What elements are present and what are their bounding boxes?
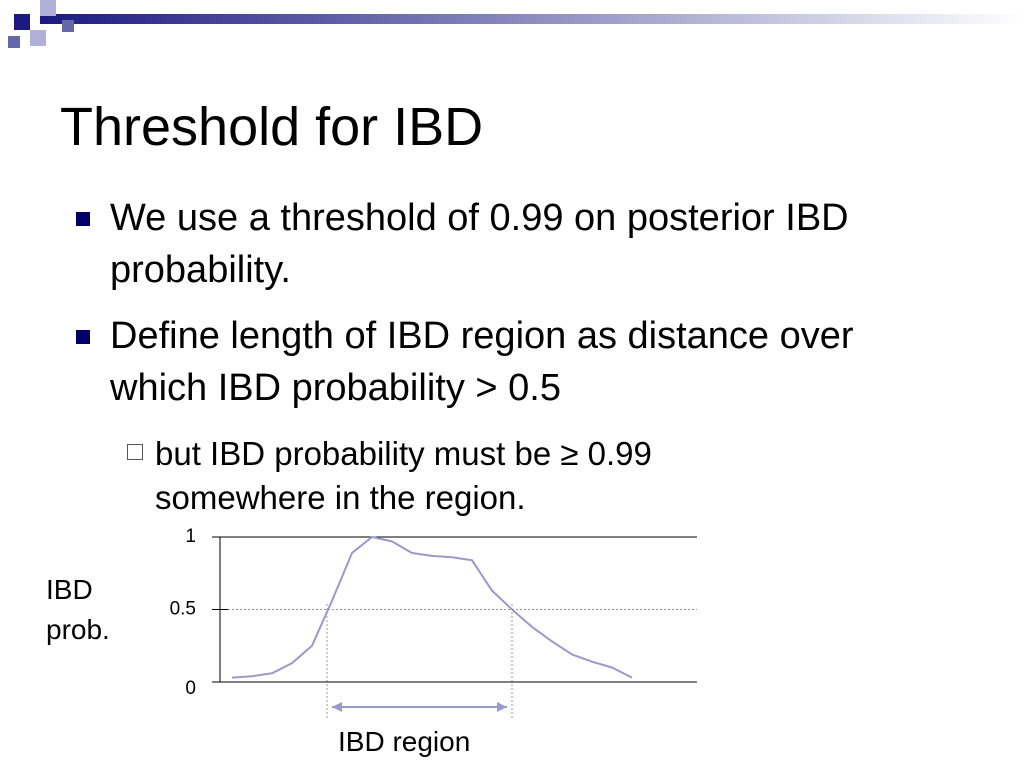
bullet: Define length of IBD region as distance … [76,310,930,414]
line [231,536,633,679]
deco-square [62,20,74,32]
bullet: We use a threshold of 0.99 on posterior … [76,192,930,296]
y-axis-label: IBD prob. [46,574,110,645]
deco-square [14,14,30,30]
deco-square [30,30,46,46]
y-tick-label: 0.5 [170,599,196,620]
deco-square [40,0,56,16]
sub-bullet: but IBD probability must be ≥ 0.99 somew… [127,432,795,520]
y-tick-label: 1 [185,526,196,547]
header-bar [40,14,1024,24]
slide-title: Threshold for IBD [60,97,484,157]
y-tick-label: 0 [185,678,196,699]
deco-square [8,36,20,48]
x-axis-label: IBD region [338,726,471,757]
